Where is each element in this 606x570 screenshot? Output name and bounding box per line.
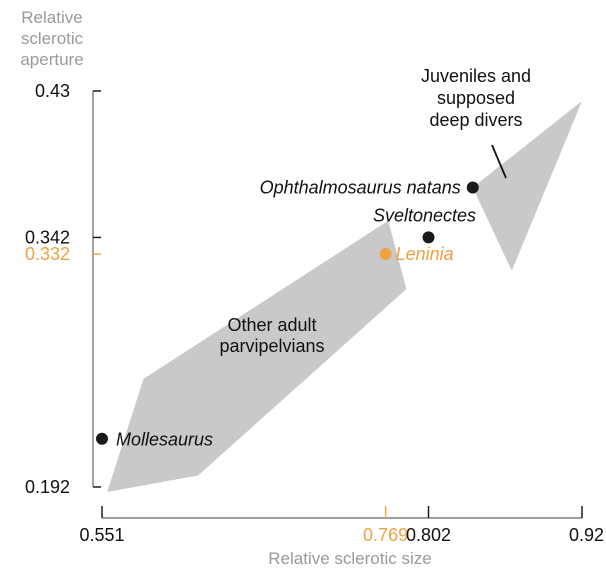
- data-point-2: [379, 248, 392, 261]
- x-tick-label-1: 0.769: [363, 525, 408, 545]
- y-tick-label-2: 0.332: [25, 244, 70, 264]
- region-1-label-line-1: Juveniles and: [421, 66, 531, 86]
- y-axis-title: Relative sclerotic aperture: [20, 8, 83, 69]
- y-tick-label-0: 0.43: [35, 81, 70, 101]
- x-tick-label-0: 0.551: [79, 525, 124, 545]
- data-point-1: [422, 231, 435, 244]
- data-point-label-1: Sveltonectes: [373, 205, 476, 225]
- data-point-0: [466, 181, 479, 194]
- region-1-leader-line: [491, 144, 507, 179]
- region-1: [472, 101, 582, 271]
- data-point-label-3: Mollesaurus: [116, 430, 213, 450]
- region-0-label-line-2: parvipelvians: [219, 336, 324, 356]
- x-tick-label-3: 0.92: [569, 525, 604, 545]
- region-1-label-line-3: deep divers: [429, 110, 522, 130]
- y-axis-title-line-2: sclerotic: [21, 29, 84, 48]
- y-axis-title-line-1: Relative: [21, 8, 82, 27]
- region-0-label-line-1: Other adult: [227, 315, 316, 335]
- data-point-label-2: Leninia: [396, 244, 454, 264]
- region-1-label-line-2: supposed: [437, 88, 515, 108]
- data-point-label-0: Ophthalmosaurus natans: [260, 178, 461, 198]
- y-axis-title-line-3: aperture: [20, 50, 83, 69]
- x-tick-label-2: 0.802: [406, 525, 451, 545]
- region-0: [107, 220, 407, 493]
- x-axis-title: Relative sclerotic size: [268, 549, 431, 568]
- y-tick-label-1: 0.342: [25, 227, 70, 247]
- data-point-3: [96, 432, 108, 445]
- points-layer: Ophthalmosaurus natans Sveltonectes Lenini…: [96, 178, 479, 450]
- y-tick-label-3: 0.192: [25, 477, 70, 497]
